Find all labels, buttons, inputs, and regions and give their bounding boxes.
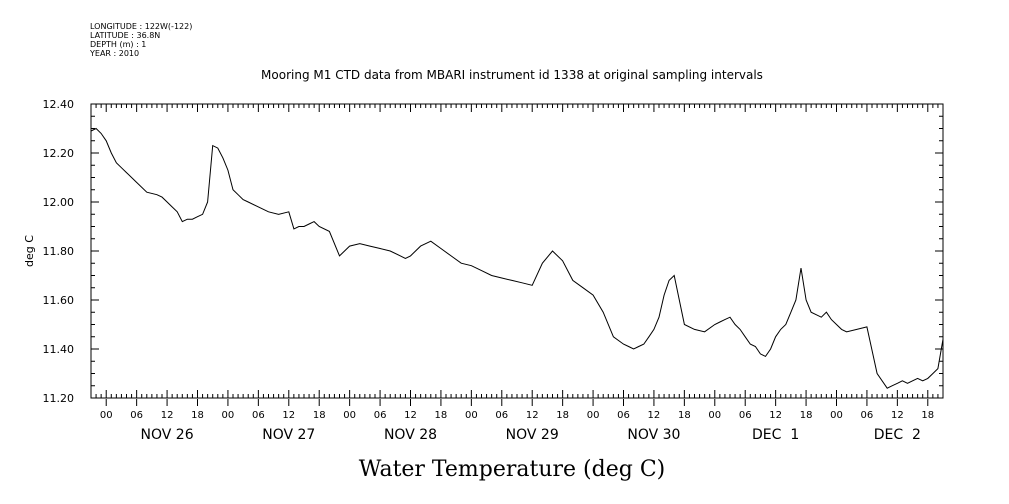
x-hour-tick-label: 06 [374,410,387,421]
x-hour-tick-label: 00 [343,410,356,421]
depth-label: DEPTH (m) : 1 [90,40,147,49]
metadata-block: LONGITUDE : 122W(-122) LATITUDE : 36.8N … [90,22,192,58]
x-hour-tick-label: 18 [678,410,691,421]
x-hour-tick-label: 06 [252,410,265,421]
latitude-label: LATITUDE : 36.8N [90,31,161,40]
chart-title: Mooring M1 CTD data from MBARI instrumen… [261,68,763,82]
y-tick-label: 12.20 [43,147,75,160]
x-hour-tick-label: 06 [130,410,143,421]
x-hour-tick-label: 12 [526,410,539,421]
x-hour-tick-label: 12 [769,410,782,421]
x-day-label: NOV 30 [627,427,680,443]
y-axis-label: deg C [23,235,36,267]
x-hour-tick-label: 12 [161,410,174,421]
x-hour-tick-label: 18 [435,410,448,421]
x-hour-tick-label: 00 [465,410,478,421]
x-hour-tick-label: 00 [100,410,113,421]
x-hour-tick-label: 00 [830,410,843,421]
x-hour-tick-label: 18 [313,410,326,421]
x-hour-tick-label: 06 [861,410,874,421]
x-day-label: NOV 27 [262,427,315,443]
x-day-label: NOV 29 [506,427,559,443]
x-day-label: DEC 2 [874,427,921,443]
y-tick-label: 12.00 [43,196,75,209]
year-label: YEAR : 2010 [90,49,140,58]
x-hour-tick-label: 18 [556,410,569,421]
x-day-label: DEC 1 [752,427,799,443]
x-hour-tick-label: 12 [891,410,904,421]
x-axis: 00 06 12 18 00 06 12 18 00 06 12 18 00 06 12 18 00 06 12 18… [90,104,944,443]
x-hour-tick-label: 12 [648,410,661,421]
y-tick-label: 11.60 [43,294,75,307]
x-hour-tick-label: 00 [587,410,600,421]
x-day-label: NOV 26 [141,427,194,443]
x-hour-tick-label: 18 [191,410,204,421]
y-tick-label: 11.80 [43,245,75,258]
x-hour-tick-label: 18 [800,410,813,421]
x-hour-tick-label: 18 [921,410,934,421]
y-tick-label: 11.20 [43,392,75,405]
x-hour-tick-label: 00 [708,410,721,421]
x-hour-tick-label: 06 [495,410,508,421]
plot-frame [90,103,944,399]
x-hour-tick-label: 00 [222,410,235,421]
x-hour-tick-label: 12 [404,410,417,421]
y-axis: 11.20 11.40 11.60 11.80 12.00 12.20 12.40 [43,98,943,405]
y-tick-label: 12.40 [43,98,75,111]
longitude-label: LONGITUDE : 122W(-122) [90,22,193,31]
x-axis-label: Water Temperature (deg C) [359,457,666,482]
y-tick-label: 11.40 [43,343,75,356]
x-day-label: NOV 28 [384,427,437,443]
x-hour-tick-label: 06 [739,410,752,421]
x-hour-tick-label: 06 [617,410,630,421]
temperature-series-line [90,127,944,389]
x-hour-tick-label: 12 [282,410,295,421]
